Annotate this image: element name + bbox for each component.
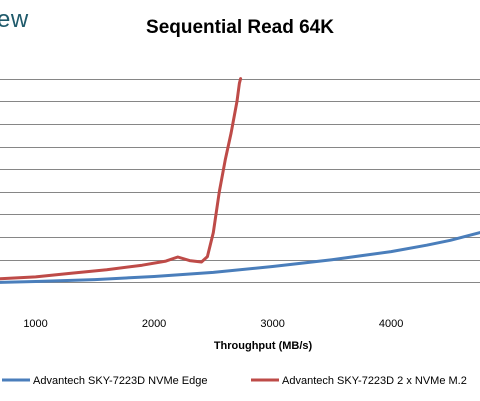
legend-label-0: Advantech SKY-7223D NVMe Edge [33,375,207,387]
x-axis-label: Throughput (MB/s) [214,340,313,352]
series-lines [0,77,480,284]
x-tick-label-0: 1000 [23,318,47,330]
legend: Advantech SKY-7223D NVMe Edge Advantech S… [2,375,467,387]
gridlines [0,79,480,283]
x-tick-label-2: 3000 [260,318,284,330]
series-line-0 [0,231,480,284]
series-line-1 [0,77,243,281]
chart-title: Sequential Read 64K [146,17,334,38]
x-tick-label-3: 4000 [379,318,403,330]
plot-area [0,77,480,284]
legend-label-1: Advantech SKY-7223D 2 x NVMe M.2 [282,375,467,387]
brand-logo: ew [0,6,29,33]
x-tick-label-1: 2000 [142,318,166,330]
x-axis-ticks: 1000 2000 3000 4000 [23,318,403,330]
